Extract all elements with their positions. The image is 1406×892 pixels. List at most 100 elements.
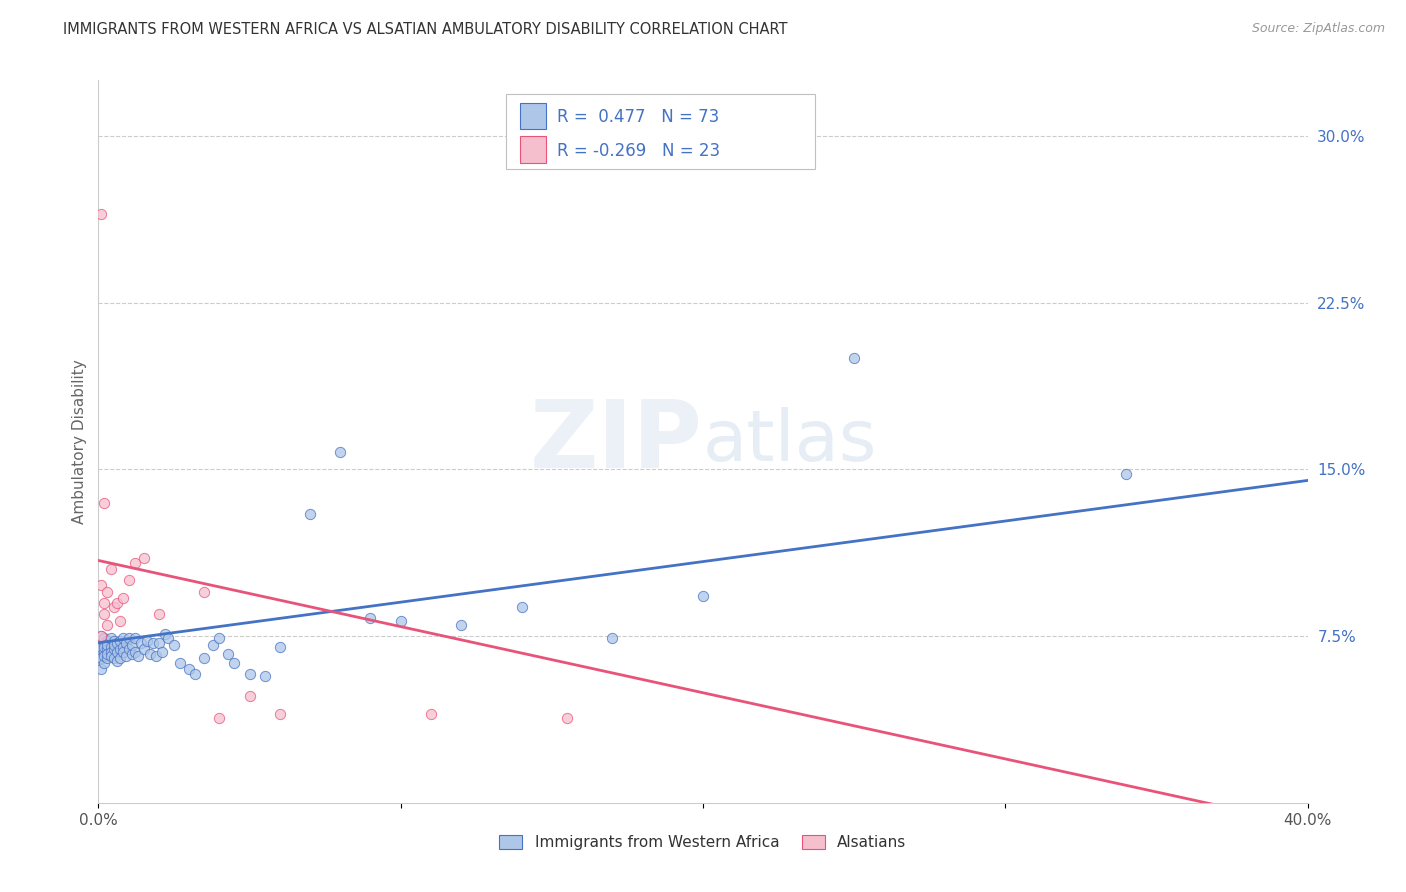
Point <box>139 647 162 661</box>
Point <box>145 649 167 664</box>
Point <box>105 636 128 650</box>
Point <box>93 649 115 664</box>
Point <box>602 632 624 646</box>
Point <box>93 632 115 646</box>
Point <box>90 578 112 592</box>
Point <box>93 596 115 610</box>
Point <box>90 629 112 643</box>
Point <box>163 638 186 652</box>
Point <box>96 584 118 599</box>
Point <box>420 706 443 721</box>
Point <box>132 551 155 566</box>
Point <box>692 589 714 603</box>
Point <box>179 662 201 676</box>
Point <box>93 656 115 670</box>
Point <box>129 636 152 650</box>
Point <box>103 638 125 652</box>
Text: R = -0.269   N = 23: R = -0.269 N = 23 <box>557 142 720 160</box>
Point <box>103 633 125 648</box>
Point <box>96 633 118 648</box>
Point <box>510 600 533 615</box>
Point <box>96 647 118 661</box>
Point <box>202 638 225 652</box>
Point <box>239 689 262 703</box>
Text: atlas: atlas <box>703 407 877 476</box>
Point <box>153 627 176 641</box>
Point <box>360 611 382 625</box>
Point <box>184 666 207 681</box>
Point <box>108 633 131 648</box>
Point <box>103 600 125 615</box>
Point <box>208 711 231 725</box>
Point <box>90 640 112 655</box>
Point <box>105 645 128 659</box>
Point <box>124 632 146 646</box>
Point <box>329 444 352 458</box>
Point <box>100 645 122 659</box>
Point <box>269 706 291 721</box>
Text: R =  0.477   N = 73: R = 0.477 N = 73 <box>557 108 718 126</box>
Point <box>90 651 112 665</box>
Point <box>114 636 136 650</box>
Point <box>100 649 122 664</box>
Point <box>100 632 122 646</box>
Point <box>132 642 155 657</box>
Point <box>299 507 322 521</box>
Point <box>208 632 231 646</box>
Point <box>121 638 143 652</box>
Point <box>108 614 131 628</box>
Point <box>156 632 179 646</box>
Point <box>105 653 128 667</box>
Point <box>103 651 125 665</box>
Point <box>253 669 276 683</box>
Point <box>93 607 115 621</box>
Legend: Immigrants from Western Africa, Alsatians: Immigrants from Western Africa, Alsatian… <box>494 830 912 856</box>
Point <box>108 642 131 657</box>
Point <box>111 591 134 606</box>
Point <box>100 562 122 576</box>
Point <box>1115 467 1137 481</box>
Point <box>93 636 115 650</box>
Point <box>269 640 291 655</box>
Point <box>111 645 134 659</box>
Point <box>96 618 118 632</box>
Point <box>96 642 118 657</box>
Point <box>111 632 134 646</box>
Point <box>239 666 262 681</box>
Point <box>224 656 246 670</box>
Point <box>450 618 472 632</box>
Point <box>148 607 170 621</box>
Point <box>103 642 125 657</box>
Point <box>118 642 141 657</box>
Point <box>148 636 170 650</box>
Point <box>127 649 149 664</box>
Point <box>844 351 866 366</box>
Point <box>142 636 165 650</box>
Point <box>90 207 112 221</box>
Point <box>193 651 215 665</box>
Point <box>90 662 112 676</box>
Point <box>150 645 173 659</box>
Y-axis label: Ambulatory Disability: Ambulatory Disability <box>72 359 87 524</box>
Point <box>93 645 115 659</box>
Text: IMMIGRANTS FROM WESTERN AFRICA VS ALSATIAN AMBULATORY DISABILITY CORRELATION CHA: IMMIGRANTS FROM WESTERN AFRICA VS ALSATI… <box>63 22 787 37</box>
Point <box>135 633 157 648</box>
Point <box>193 584 215 599</box>
Point <box>108 651 131 665</box>
Point <box>93 496 115 510</box>
Point <box>118 632 141 646</box>
Point <box>96 651 118 665</box>
Text: ZIP: ZIP <box>530 395 703 488</box>
Point <box>121 647 143 661</box>
Point <box>114 649 136 664</box>
Point <box>90 629 112 643</box>
Text: Source: ZipAtlas.com: Source: ZipAtlas.com <box>1251 22 1385 36</box>
Point <box>217 647 239 661</box>
Point <box>389 614 412 628</box>
Point <box>555 711 578 725</box>
Point <box>169 656 191 670</box>
Point <box>118 574 141 588</box>
Point <box>96 638 118 652</box>
Point <box>124 556 146 570</box>
Point <box>93 640 115 655</box>
